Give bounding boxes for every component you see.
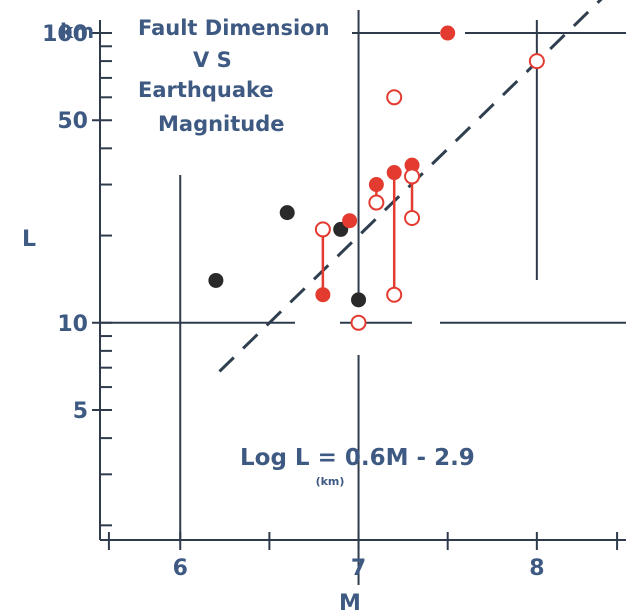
- y-tick-label-100: 100: [42, 22, 88, 47]
- labels: km Fault Dimension V S Earthquake Magnitude L…: [22, 16, 545, 616]
- filled-point: [351, 292, 367, 308]
- filled-point: [279, 205, 295, 221]
- data-points: [208, 25, 545, 331]
- x-tick-label-7: 7: [351, 556, 366, 581]
- y-tick-label-5: 5: [73, 399, 88, 424]
- open-point: [350, 314, 367, 331]
- y-tick-label-50: 50: [57, 109, 88, 134]
- filled-point: [208, 272, 224, 288]
- axes: [92, 20, 626, 550]
- open-point: [404, 209, 421, 226]
- open-point: [528, 53, 545, 70]
- title-line-2: V S: [193, 48, 232, 72]
- x-axis-label: M: [339, 591, 361, 616]
- filled-point: [342, 213, 358, 229]
- open-point: [314, 221, 331, 238]
- y-unit-label: km: [60, 19, 94, 43]
- title-line-4: Magnitude: [158, 112, 285, 136]
- open-point: [386, 89, 403, 106]
- open-point: [368, 194, 385, 211]
- open-point: [404, 168, 421, 185]
- title-line-3: Earthquake: [138, 78, 274, 102]
- filled-point: [440, 25, 456, 41]
- filled-point: [386, 165, 402, 181]
- equation-subscript: (km): [316, 475, 345, 488]
- filled-point: [368, 177, 384, 193]
- title-line-1: Fault Dimension: [138, 16, 330, 40]
- filled-point: [404, 157, 420, 173]
- y-tick-label-10: 10: [57, 312, 88, 337]
- equation-label: Log L = 0.6M - 2.9: [240, 445, 475, 471]
- x-tick-label-6: 6: [173, 556, 188, 581]
- open-point: [386, 286, 403, 303]
- filled-point: [315, 287, 331, 303]
- x-tick-label-8: 8: [529, 556, 544, 581]
- y-axis-label: L: [22, 227, 36, 252]
